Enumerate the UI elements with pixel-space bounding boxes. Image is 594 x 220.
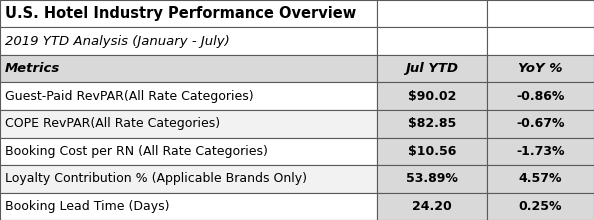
Text: Jul YTD: Jul YTD [406,62,459,75]
Bar [377,82,487,110]
Bar [0,82,377,110]
Bar [0,0,377,28]
Bar [377,55,487,82]
Text: -0.67%: -0.67% [516,117,565,130]
Bar [487,55,594,82]
Bar [487,82,594,110]
Bar [377,138,487,165]
Bar [377,165,487,192]
Bar [377,192,487,220]
Text: -1.73%: -1.73% [516,145,565,158]
Text: -0.86%: -0.86% [516,90,565,103]
Text: Metrics: Metrics [5,62,60,75]
Text: Loyalty Contribution % (Applicable Brands Only): Loyalty Contribution % (Applicable Brand… [5,172,307,185]
Text: $82.85: $82.85 [408,117,456,130]
Bar [487,165,594,192]
Text: 2019 YTD Analysis (January - July): 2019 YTD Analysis (January - July) [5,35,229,48]
Bar [0,55,377,82]
Text: $10.56: $10.56 [408,145,456,158]
Text: COPE RevPAR(All Rate Categories): COPE RevPAR(All Rate Categories) [5,117,220,130]
Text: 4.57%: 4.57% [519,172,563,185]
Bar [377,110,487,138]
Text: U.S. Hotel Industry Performance Overview: U.S. Hotel Industry Performance Overview [5,6,356,21]
Text: YoY %: YoY % [519,62,563,75]
Bar [487,110,594,138]
Text: 24.20: 24.20 [412,200,452,213]
Bar [487,192,594,220]
Bar [377,0,487,28]
Bar [0,165,377,192]
Bar [377,28,487,55]
Bar [0,28,377,55]
Bar [0,138,377,165]
Bar [0,110,377,138]
Text: 53.89%: 53.89% [406,172,458,185]
Text: Guest-Paid RevPAR(All Rate Categories): Guest-Paid RevPAR(All Rate Categories) [5,90,254,103]
Bar [487,28,594,55]
Text: 0.25%: 0.25% [519,200,563,213]
Bar [487,0,594,28]
Bar [0,192,377,220]
Text: Booking Lead Time (Days): Booking Lead Time (Days) [5,200,169,213]
Text: $90.02: $90.02 [408,90,456,103]
Bar [487,138,594,165]
Text: Booking Cost per RN (All Rate Categories): Booking Cost per RN (All Rate Categories… [5,145,268,158]
